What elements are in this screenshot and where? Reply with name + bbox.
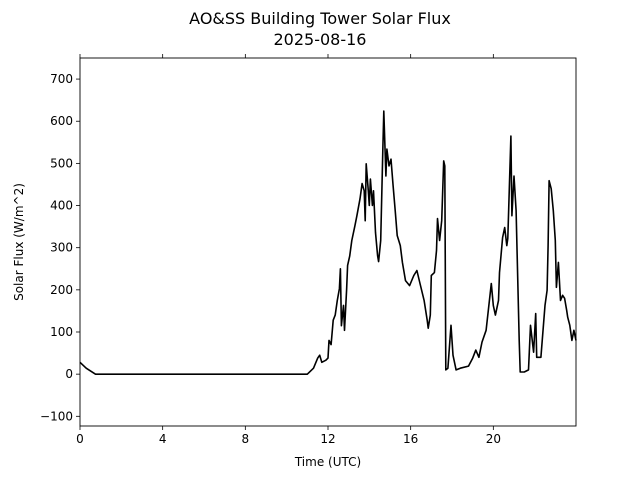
- x-tick-label: 8: [242, 432, 250, 446]
- y-tick-label: 200: [50, 283, 73, 297]
- y-tick-label: 700: [50, 72, 73, 86]
- y-tick-label: 300: [50, 241, 73, 255]
- x-tick-label: 0: [76, 432, 84, 446]
- y-tick-label: 400: [50, 199, 73, 213]
- y-tick-label: 600: [50, 114, 73, 128]
- x-tick-label: 4: [159, 432, 167, 446]
- y-tick-label: −100: [40, 409, 73, 423]
- y-tick-label: 0: [65, 367, 73, 381]
- y-axis-label: Solar Flux (W/m^2): [12, 183, 26, 301]
- x-tick-label: 20: [486, 432, 501, 446]
- y-tick-label: 100: [50, 325, 73, 339]
- x-tick-label: 12: [320, 432, 335, 446]
- chart-subtitle: 2025-08-16: [274, 30, 367, 49]
- y-tick-label: 500: [50, 156, 73, 170]
- plot-frame: [79, 57, 577, 427]
- solar-flux-line: [79, 110, 577, 375]
- x-tick-label: 16: [403, 432, 418, 446]
- x-axis-label: Time (UTC): [294, 455, 361, 469]
- chart-title: AO&SS Building Tower Solar Flux: [189, 9, 451, 28]
